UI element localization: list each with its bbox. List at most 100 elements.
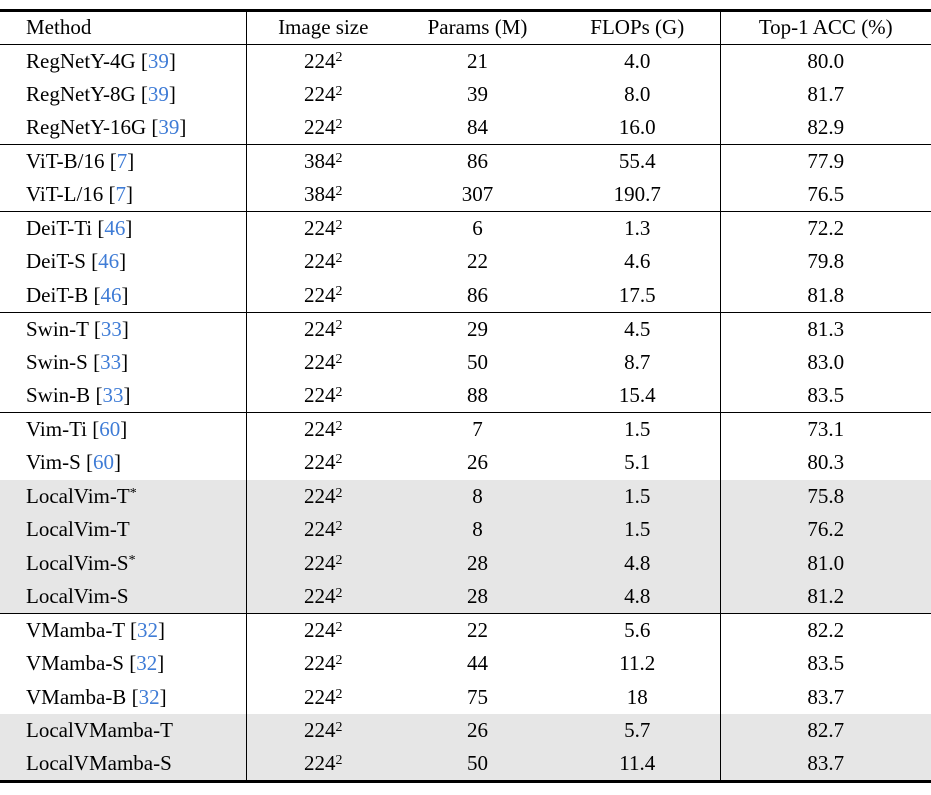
method-name: Swin-B	[26, 383, 91, 407]
cell-flops: 18	[555, 680, 721, 714]
method-name: ViT-L/16	[26, 182, 104, 206]
cell-method: Vim-S [60]	[0, 446, 247, 480]
cell-top1-acc: 82.7	[720, 714, 931, 748]
cell-method: Swin-B [33]	[0, 379, 247, 413]
cell-flops: 11.4	[555, 747, 721, 781]
citation: [39]	[146, 115, 187, 139]
citation-link[interactable]: 46	[98, 249, 120, 274]
cell-params: 39	[467, 81, 488, 106]
citation-link[interactable]: 33	[102, 383, 124, 407]
cell-top1-acc: 81.2	[720, 580, 931, 614]
table-row: Swin-B [33] 2242 88 15.4 83.5	[0, 379, 931, 413]
citation-link[interactable]: 7	[115, 182, 127, 206]
method-name: VMamba-B	[26, 684, 127, 709]
cell-flops: 16.0	[555, 111, 721, 145]
citation-link[interactable]: 32	[138, 684, 160, 709]
cell-flops: 8.7	[555, 345, 721, 379]
citation-link[interactable]: 32	[136, 651, 158, 676]
citation-link[interactable]: 60	[93, 450, 114, 475]
cell-method: VMamba-T [32]	[0, 613, 247, 647]
citation-link[interactable]: 39	[147, 81, 169, 106]
citation-link[interactable]: 39	[158, 115, 180, 139]
method-name: LocalVim-S	[26, 550, 129, 575]
cell-method: ViT-L/16 [7]	[0, 178, 247, 212]
cell-image-size: 2242	[246, 211, 400, 245]
cell-image-size: 2242	[246, 747, 400, 781]
citation-link[interactable]: 33	[100, 316, 122, 341]
citation-link[interactable]: 39	[147, 48, 169, 73]
image-size-exponent: 2	[335, 751, 343, 767]
cell-params: 86	[400, 144, 555, 178]
cell-flops: 1.3	[555, 211, 721, 245]
cell-image-size: 2242	[304, 48, 343, 73]
method-name: DeiT-S	[26, 249, 86, 274]
cell-method: RegNetY-8G [39]	[0, 77, 247, 111]
cell-top1-acc: 81.0	[720, 546, 931, 580]
method-name: RegNetY-16G	[26, 115, 147, 139]
cell-flops: 15.4	[555, 379, 721, 413]
cell-flops: 4.6	[555, 245, 721, 279]
cell-params: 28	[400, 546, 555, 580]
table-row: VMamba-S [32] 2242 44 11.2 83.5	[0, 647, 931, 681]
citation: [32]	[126, 684, 167, 709]
cell-image-size: 2242	[304, 349, 343, 374]
table-row: LocalVMamba-T 2242 26 5.7 82.7	[0, 714, 931, 748]
image-size-exponent: 2	[335, 182, 343, 198]
image-size-exponent: 2	[335, 551, 343, 567]
citation-link[interactable]: 7	[116, 149, 128, 173]
citation-link[interactable]: 60	[99, 417, 121, 441]
cell-image-size: 3842	[304, 182, 343, 206]
citation: [32]	[124, 651, 165, 676]
citation-link[interactable]: 33	[100, 349, 122, 374]
image-size-exponent: 2	[335, 685, 343, 701]
method-name: VMamba-T	[26, 618, 125, 642]
cell-params: 29	[400, 311, 555, 346]
cell-params: 75	[467, 684, 488, 709]
method-name: DeiT-B	[26, 282, 89, 307]
cell-top1-acc: 75.8	[720, 479, 931, 513]
cell-top1-acc: 83.7	[720, 747, 931, 781]
table-row: LocalVMamba-S 2242 50 11.4 83.7	[0, 747, 931, 781]
cell-method: DeiT-Ti [46]	[0, 211, 247, 245]
results-table: Method Image size Params (M) FLOPs (G) T…	[0, 9, 931, 783]
image-size-exponent: 2	[335, 584, 343, 600]
method-name: Vim-Ti	[26, 417, 87, 441]
cell-flops: 5.7	[555, 714, 721, 748]
cell-image-size: 2242	[246, 412, 400, 446]
citation: [46]	[85, 249, 127, 274]
cell-params: 26	[467, 450, 488, 475]
cell-method: LocalVMamba-S	[0, 747, 247, 781]
cell-params: 28	[400, 580, 555, 614]
cell-flops: 5.6	[555, 613, 721, 647]
cell-flops: 8.0	[555, 77, 721, 111]
image-size-exponent: 2	[335, 250, 343, 266]
cell-flops: 17.5	[555, 278, 721, 312]
cell-top1-acc: 81.8	[807, 282, 845, 307]
citation: [46]	[92, 216, 133, 240]
cell-top1-acc: 79.8	[807, 249, 845, 274]
header-row: Method Image size Params (M) FLOPs (G) T…	[0, 10, 931, 45]
method-star: *	[129, 484, 137, 500]
method-name: DeiT-Ti	[26, 216, 93, 240]
image-size-exponent: 2	[335, 417, 343, 433]
citation-link[interactable]: 46	[100, 282, 122, 307]
citation-link[interactable]: 32	[137, 618, 159, 642]
cell-flops: 1.5	[555, 513, 721, 547]
cell-top1-acc: 80.3	[807, 450, 845, 475]
image-size-exponent: 2	[335, 149, 343, 165]
cell-method: LocalVim-S	[0, 580, 247, 614]
method-star: *	[128, 551, 136, 567]
citation: [32]	[124, 618, 166, 642]
cell-top1-acc: 83.5	[807, 383, 845, 407]
citation: [33]	[90, 383, 131, 407]
cell-params: 22	[467, 249, 488, 274]
cell-image-size: 3842	[246, 144, 400, 178]
table-row: ViT-B/16 [7] 3842 86 55.4 77.9	[0, 144, 931, 178]
citation-link[interactable]: 46	[104, 216, 126, 240]
column-header-flops: FLOPs (G)	[555, 10, 721, 45]
method-name: LocalVMamba-T	[26, 718, 173, 743]
table-row: DeiT-S [46] 2242 22 4.6 79.8	[0, 245, 931, 279]
column-header-image-size: Image size	[246, 10, 400, 45]
cell-top1-acc: 80.0	[807, 48, 845, 73]
